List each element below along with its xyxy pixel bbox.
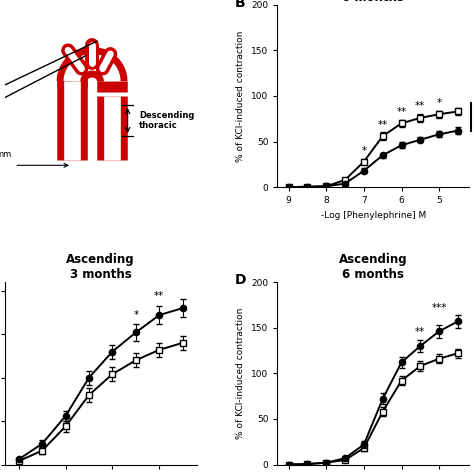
- Title: Ascending
3 months: Ascending 3 months: [66, 253, 135, 281]
- Legend: wild-type, Marfan: wild-type, Marfan: [336, 283, 394, 304]
- Text: **: **: [396, 107, 407, 117]
- Text: *: *: [133, 310, 138, 320]
- Y-axis label: % of KCl-induced contraction: % of KCl-induced contraction: [237, 308, 246, 439]
- Text: Descending
thoracic: Descending thoracic: [139, 111, 194, 130]
- Text: B: B: [235, 0, 246, 9]
- Text: **: **: [378, 120, 388, 130]
- Text: **: **: [415, 327, 426, 337]
- Text: **: **: [154, 291, 164, 301]
- X-axis label: -Log [Phenylephrine] M: -Log [Phenylephrine] M: [320, 211, 426, 220]
- Y-axis label: % of KCl-induced contraction: % of KCl-induced contraction: [237, 30, 246, 162]
- Text: *: *: [437, 98, 442, 108]
- Text: mm: mm: [0, 150, 11, 159]
- Title: Descending
6 months: Descending 6 months: [335, 0, 412, 4]
- Text: D: D: [235, 273, 246, 287]
- Text: ***: ***: [431, 303, 447, 313]
- Text: **: **: [415, 101, 426, 111]
- Title: Ascending
6 months: Ascending 6 months: [339, 253, 408, 281]
- Text: *: *: [361, 146, 366, 156]
